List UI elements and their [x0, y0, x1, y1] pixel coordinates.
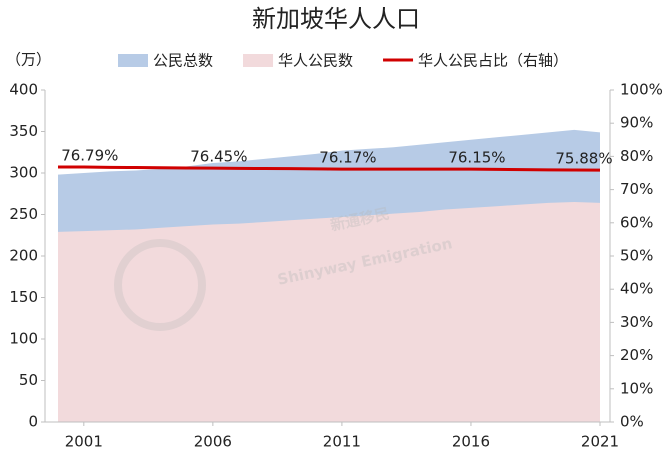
y2-tick-label: 10% — [620, 379, 653, 397]
y2-tick-label: 30% — [620, 313, 653, 331]
y-tick-label: 150 — [9, 288, 38, 306]
chart-title: 新加坡华人人口 — [252, 5, 420, 33]
y-tick-label: 200 — [9, 247, 38, 265]
line — [57, 165, 601, 172]
y2-tick-label: 60% — [620, 213, 653, 231]
y-tick-label: 400 — [9, 81, 38, 99]
y2-tick-label: 40% — [620, 280, 653, 298]
y-tick-label: 300 — [9, 164, 38, 182]
x-tick-label: 2006 — [194, 433, 232, 451]
legend-swatch — [243, 54, 274, 67]
x-tick-label: 2016 — [452, 433, 490, 451]
y2-tick-label: 100% — [620, 81, 663, 99]
legend-swatch — [118, 54, 148, 67]
y2-tick-label: 70% — [620, 180, 653, 198]
y-tick-label: 250 — [9, 205, 38, 223]
y2-tick-label: 20% — [620, 346, 653, 364]
legend-label: 华人公民数 — [278, 52, 353, 70]
x-tick-label: 2011 — [323, 433, 361, 451]
area — [58, 202, 600, 422]
y2-tick-label: 80% — [620, 147, 653, 165]
x-tick-label: 2021 — [581, 433, 619, 451]
y2-tick-label: 90% — [620, 114, 653, 132]
y2-tick-label: 0% — [620, 413, 644, 431]
x-tick-label: 2001 — [65, 433, 103, 451]
watermark-logo — [114, 239, 206, 331]
data-label: 76.17% — [319, 149, 376, 167]
y-unit-label: （万） — [6, 51, 51, 69]
y-tick-label: 50 — [19, 371, 38, 389]
y-tick-label: 0 — [28, 413, 38, 431]
data-label: 76.45% — [190, 148, 247, 166]
data-label: 75.88% — [555, 150, 612, 168]
y-tick-label: 100 — [9, 330, 38, 348]
legend-label: 公民总数 — [153, 52, 213, 70]
data-label: 76.15% — [448, 149, 505, 167]
data-label: 76.79% — [61, 147, 118, 165]
legend-label: 华人公民占比（右轴） — [418, 52, 568, 70]
y-tick-label: 350 — [9, 122, 38, 140]
y2-tick-label: 50% — [620, 247, 653, 265]
